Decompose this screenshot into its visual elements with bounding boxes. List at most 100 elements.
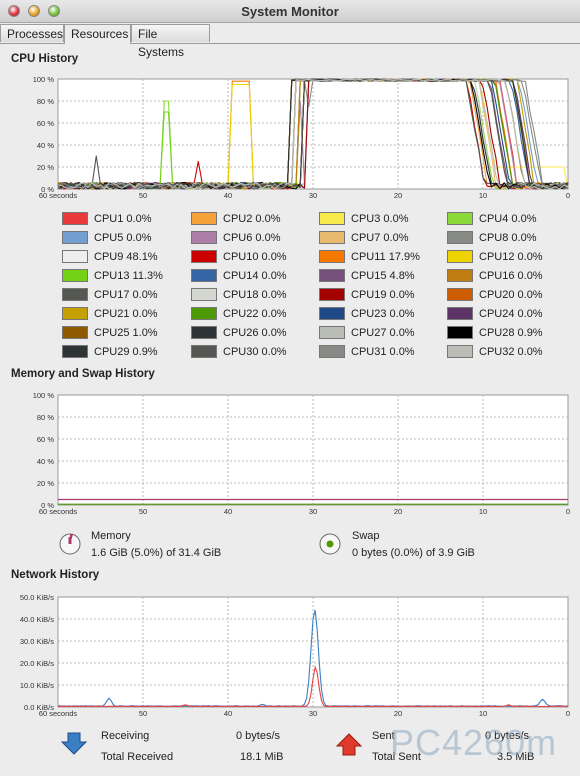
cpu-legend-label: CPU25 1.0% — [94, 327, 158, 339]
cpu-legend-label: CPU32 0.0% — [479, 346, 543, 358]
cpu-color-swatch[interactable] — [319, 269, 345, 282]
total-sent-value: 3.5 MiB — [497, 751, 535, 763]
cpu-color-swatch[interactable] — [319, 250, 345, 263]
cpu-color-swatch[interactable] — [319, 326, 345, 339]
cpu-color-swatch[interactable] — [447, 288, 473, 301]
cpu-legend-label: CPU23 0.0% — [351, 308, 415, 320]
cpu-color-swatch[interactable] — [62, 307, 88, 320]
cpu-legend-label: CPU18 0.0% — [223, 289, 287, 301]
tab-processes[interactable]: Processes — [0, 24, 64, 42]
cpu-legend-label: CPU14 0.0% — [223, 270, 287, 282]
network-history-title: Network History — [11, 569, 100, 581]
cpu-legend-label: CPU1 0.0% — [94, 213, 152, 225]
sending-series-line — [57, 665, 569, 708]
cpu-legend-label: CPU6 0.0% — [223, 232, 281, 244]
cpu-x-tick-label: 40 — [224, 191, 232, 200]
network-y-tick-label: 30.0 KiB/s — [20, 637, 54, 646]
cpu-y-tick-label: 60 % — [37, 119, 54, 128]
cpu-legend-label: CPU17 0.0% — [94, 289, 158, 301]
cpu-color-swatch[interactable] — [319, 345, 345, 358]
network-x-tick-label: 40 — [224, 709, 232, 718]
cpu-legend-label: CPU15 4.8% — [351, 270, 415, 282]
network-x-tick-label: 60 seconds — [39, 709, 78, 718]
cpu-legend-label: CPU22 0.0% — [223, 308, 287, 320]
network-y-tick-label: 50.0 KiB/s — [20, 593, 54, 602]
cpu-color-swatch[interactable] — [62, 250, 88, 263]
cpu-color-swatch[interactable] — [191, 307, 217, 320]
memory-x-tick-label: 60 seconds — [39, 507, 78, 516]
tab-resources[interactable]: Resources — [64, 24, 131, 44]
swap-label: Swap — [352, 530, 380, 542]
cpu-legend-label: CPU20 0.0% — [479, 289, 543, 301]
cpu-color-swatch[interactable] — [191, 345, 217, 358]
cpu-color-swatch[interactable] — [447, 307, 473, 320]
cpu-color-swatch[interactable] — [319, 231, 345, 244]
cpu-legend-label: CPU26 0.0% — [223, 327, 287, 339]
minimize-window-button[interactable] — [28, 5, 40, 17]
cpu-color-swatch[interactable] — [62, 326, 88, 339]
cpu-color-swatch[interactable] — [447, 231, 473, 244]
cpu-color-swatch[interactable] — [62, 212, 88, 225]
cpu-legend-label: CPU31 0.0% — [351, 346, 415, 358]
cpu-legend-label: CPU5 0.0% — [94, 232, 152, 244]
cpu-series-line — [57, 78, 569, 190]
cpu-legend-label: CPU29 0.9% — [94, 346, 158, 358]
cpu-legend-label: CPU12 0.0% — [479, 251, 543, 263]
cpu-legend-label: CPU24 0.0% — [479, 308, 543, 320]
cpu-color-swatch[interactable] — [447, 326, 473, 339]
network-x-tick-label: 30 — [309, 709, 317, 718]
cpu-color-swatch[interactable] — [62, 345, 88, 358]
cpu-color-swatch[interactable] — [319, 212, 345, 225]
cpu-color-swatch[interactable] — [191, 231, 217, 244]
cpu-color-swatch[interactable] — [62, 269, 88, 282]
network-y-tick-label: 20.0 KiB/s — [20, 659, 54, 668]
cpu-y-tick-label: 80 % — [37, 97, 54, 106]
cpu-color-swatch[interactable] — [191, 250, 217, 263]
zoom-window-button[interactable] — [48, 5, 60, 17]
network-y-tick-label: 10.0 KiB/s — [20, 681, 54, 690]
cpu-legend-label: CPU11 17.9% — [351, 251, 420, 263]
cpu-color-swatch[interactable] — [191, 212, 217, 225]
cpu-color-swatch[interactable] — [447, 269, 473, 282]
close-window-button[interactable] — [8, 5, 20, 17]
memory-y-tick-label: 80 % — [37, 413, 54, 422]
watermark-logo: PC4260m — [390, 722, 558, 763]
network-x-tick-label: 10 — [479, 709, 487, 718]
cpu-color-swatch[interactable] — [447, 250, 473, 263]
cpu-color-swatch[interactable] — [62, 231, 88, 244]
cpu-color-swatch[interactable] — [319, 307, 345, 320]
memory-x-tick-label: 0 — [566, 507, 570, 516]
receiving-value: 0 bytes/s — [236, 730, 281, 742]
cpu-legend-label: CPU13 11.3% — [94, 270, 163, 282]
cpu-series-line — [57, 78, 569, 190]
cpu-color-swatch[interactable] — [62, 288, 88, 301]
tab-file-systems[interactable]: File Systems — [131, 24, 210, 59]
cpu-legend-label: CPU9 48.1% — [94, 251, 158, 263]
memory-x-tick-label: 30 — [309, 507, 317, 516]
cpu-legend-label: CPU7 0.0% — [351, 232, 409, 244]
cpu-color-swatch[interactable] — [447, 345, 473, 358]
cpu-legend-label: CPU27 0.0% — [351, 327, 415, 339]
receiving-label: Receiving — [101, 730, 150, 742]
cpu-color-swatch[interactable] — [191, 269, 217, 282]
cpu-color-swatch[interactable] — [319, 288, 345, 301]
cpu-legend-label: CPU4 0.0% — [479, 213, 537, 225]
tab-bar: Processes Resources File Systems — [0, 23, 580, 59]
memory-x-tick-label: 20 — [394, 507, 402, 516]
cpu-legend-label: CPU8 0.0% — [479, 232, 537, 244]
cpu-legend-label: CPU2 0.0% — [223, 213, 281, 225]
cpu-color-swatch[interactable] — [191, 326, 217, 339]
total-received-label: Total Received — [101, 751, 174, 763]
total-sent-label: Total Sent — [372, 751, 421, 763]
cpu-y-tick-label: 100 % — [33, 75, 55, 84]
cpu-legend-label: CPU16 0.0% — [479, 270, 543, 282]
cpu-x-tick-label: 0 — [566, 191, 570, 200]
memory-label: Memory — [91, 530, 131, 542]
cpu-legend-label: CPU10 0.0% — [223, 251, 287, 263]
cpu-color-swatch[interactable] — [191, 288, 217, 301]
memory-value: 1.6 GiB (5.0%) of 31.4 GiB — [91, 547, 222, 559]
memory-y-tick-label: 60 % — [37, 435, 54, 444]
cpu-color-swatch[interactable] — [447, 212, 473, 225]
title-bar: System Monitor — [0, 0, 580, 23]
